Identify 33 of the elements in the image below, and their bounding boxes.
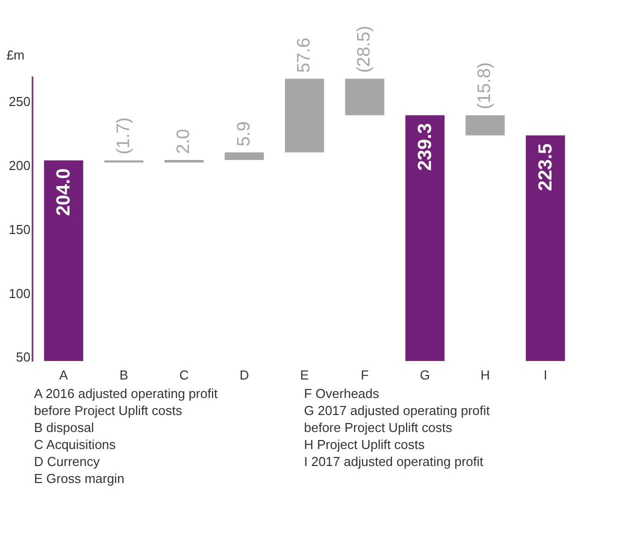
x-tick-label: I [544, 368, 548, 382]
data-label: 223.5 [535, 142, 556, 191]
data-label: 239.3 [414, 123, 436, 171]
x-tick-label: D [240, 368, 249, 382]
data-label: 5.9 [233, 121, 254, 146]
x-tick-label: E [300, 368, 310, 382]
y-tick-label: 150 [8, 222, 30, 237]
data-label: 57.6 [294, 38, 314, 73]
x-tick-label: C [179, 368, 189, 382]
y-tick-label: 50 [16, 350, 30, 365]
text: I 2017 adjusted operating profit [304, 454, 484, 469]
text: E Gross margin [34, 471, 124, 486]
text: F Overheads [304, 386, 380, 401]
data-label: (1.7) [112, 117, 133, 154]
data-label: 2.0 [173, 128, 194, 154]
text: G 2017 adjusted operating profit before Project Uplift costs [304, 403, 490, 435]
x-tick-label: H [480, 368, 490, 382]
text: C Acquisitions [34, 437, 116, 452]
y-tick-label: 250 [8, 94, 30, 110]
x-tick-label: B [120, 368, 128, 382]
y-tick-label: 200 [8, 158, 30, 173]
data-label: (28.5) [354, 26, 374, 73]
data-label: 204.0 [54, 168, 75, 216]
x-tick-label: G [420, 368, 430, 382]
y-axis-title: £m [6, 48, 24, 62]
x-tick-label: A [59, 368, 68, 382]
text: H Project Uplift costs [304, 437, 426, 452]
y-tick-label: 100 [8, 286, 30, 301]
text: D Currency [34, 454, 100, 469]
text: B disposal [34, 420, 94, 435]
data-label: (15.8) [474, 62, 494, 110]
x-tick-label: F [360, 368, 369, 382]
text: A 2016 adjusted operating profit before Project Uplift costs [34, 386, 218, 418]
